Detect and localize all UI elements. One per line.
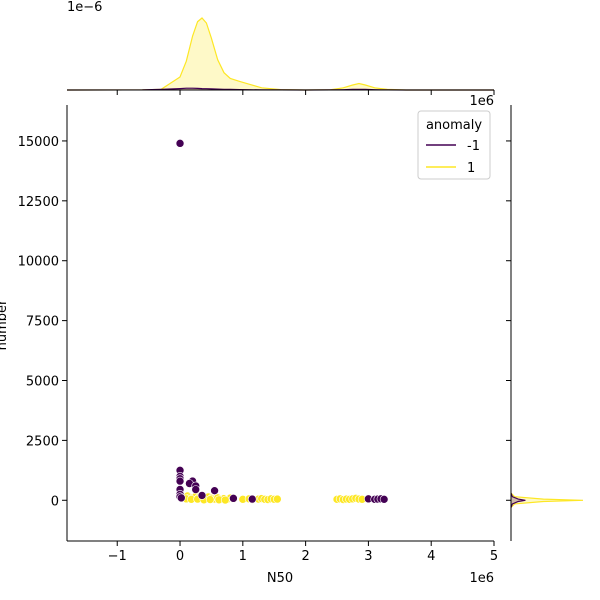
top-kde-fill-normal — [67, 18, 494, 90]
point-normal — [205, 495, 215, 504]
legend-label-pos1: 1 — [467, 161, 475, 176]
top-marginal-ticks — [116, 90, 495, 95]
top-kde-line-normal — [66, 17, 494, 91]
point-anomaly — [197, 491, 207, 500]
y-tick-label: 12500 — [18, 195, 59, 210]
x-ticks: −1 0 1 2 3 4 5 — [108, 541, 498, 564]
point-normal — [220, 495, 230, 505]
x-tick-label: 1 — [239, 549, 247, 564]
y-tick-label: 15000 — [18, 135, 59, 150]
point-anomaly — [175, 139, 185, 148]
y-tick-label: 5000 — [26, 374, 59, 389]
right-kde-line-normal — [510, 492, 584, 508]
point-anomaly — [191, 485, 201, 494]
y-tick-label: 0 — [51, 494, 59, 509]
y-tick-label: 7500 — [26, 315, 59, 330]
right-marginal — [506, 105, 584, 541]
x-tick-label: −1 — [108, 549, 127, 564]
x-tick-label: 4 — [427, 549, 435, 564]
x-tick-label: 2 — [301, 549, 309, 564]
point-normal — [273, 494, 282, 504]
right-marginal-curves — [510, 492, 584, 508]
legend-title: anomaly — [426, 118, 482, 133]
y-tick-label: 2500 — [26, 434, 59, 449]
right-kde-fill-normal — [511, 493, 583, 508]
point-anomaly — [175, 476, 185, 486]
point-anomaly — [210, 486, 219, 495]
legend-label-neg1: -1 — [467, 139, 480, 154]
y-axis-label: number — [0, 299, 10, 350]
right-kde-fill-anomaly — [511, 493, 526, 508]
y-ticks: 0 2500 5000 7500 10000 12500 15000 — [18, 135, 67, 509]
point-anomaly — [176, 493, 186, 503]
point-anomaly — [379, 495, 389, 504]
main-scatter: −1 0 1 2 3 4 5 0 2500 5000 7500 10000 12500 15000 N5… — [0, 105, 498, 586]
point-anomaly — [247, 494, 257, 504]
y-tick-label: 10000 — [18, 255, 59, 270]
x-tick-label: 3 — [364, 549, 372, 564]
x-axis-label: N50 — [267, 571, 293, 586]
top-marginal-offset-label: 1e−6 — [67, 0, 102, 15]
legend: anomaly -1 1 — [417, 110, 491, 180]
scatter-points — [175, 139, 389, 505]
point-anomaly — [229, 494, 238, 503]
top-marginal: 1e−6 1e6 — [66, 0, 495, 109]
x-tick-label: 0 — [176, 549, 184, 564]
right-kde-line-anomaly — [510, 492, 526, 508]
x-tick-label: 5 — [490, 549, 498, 564]
right-marginal-ticks — [506, 140, 511, 501]
top-marginal-curves — [66, 17, 494, 91]
x-offset-label: 1e6 — [469, 571, 494, 586]
top-marginal-x-offset-label: 1e6 — [469, 94, 494, 109]
